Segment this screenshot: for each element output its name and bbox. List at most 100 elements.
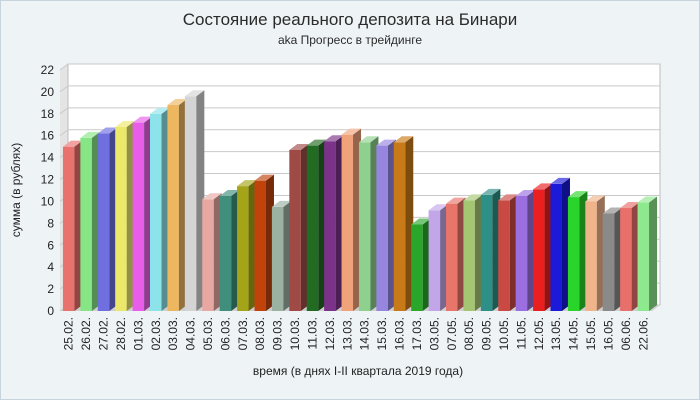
bar-front — [306, 145, 319, 311]
bar-top — [393, 136, 414, 143]
bar-front — [271, 206, 284, 311]
bar-front — [463, 200, 475, 311]
bar — [550, 177, 570, 311]
bar — [428, 204, 449, 311]
bar-front — [533, 189, 545, 311]
bar-top — [115, 120, 135, 127]
bar-side — [649, 196, 658, 311]
y-axis-ticks: 0 2 4 6 8 10 12 14 16 18 20 22 — [41, 63, 55, 318]
bar — [533, 183, 553, 311]
bar-top — [289, 143, 309, 150]
bar-top — [184, 90, 205, 97]
y-tick-label: 6 — [47, 238, 54, 252]
bar — [498, 194, 518, 311]
x-tick-label: 07.05. — [445, 317, 459, 350]
y-tick-label: 14 — [41, 151, 55, 165]
bar — [289, 143, 309, 311]
x-tick-label: 25.02. — [62, 317, 76, 350]
bar-front — [585, 201, 597, 311]
bar-top — [237, 180, 257, 187]
bar — [620, 202, 640, 311]
x-tick-label: 15.03. — [375, 317, 389, 350]
bar-top — [533, 183, 553, 190]
bar-front — [515, 195, 528, 311]
bar — [97, 127, 118, 311]
x-tick-label: 27.02. — [97, 317, 111, 350]
x-tick-label: 05.03. — [201, 317, 215, 350]
bar-top — [428, 204, 449, 211]
bar-top — [567, 191, 588, 198]
x-tick-label: 12.03. — [323, 317, 337, 350]
y-tick-label: 12 — [41, 173, 55, 187]
y-tick-label: 18 — [41, 107, 55, 121]
bar — [184, 90, 205, 311]
bar-front — [167, 105, 179, 312]
bar-top — [62, 140, 83, 147]
bar-top — [341, 128, 362, 135]
bar-front — [498, 200, 510, 311]
bar — [602, 207, 623, 311]
gridline — [59, 85, 660, 93]
bars — [62, 90, 658, 312]
bar-top — [498, 194, 518, 201]
gridline — [59, 129, 660, 137]
y-tick-label: 2 — [47, 282, 54, 296]
bar-front — [446, 203, 458, 311]
bar — [237, 180, 257, 311]
bar-front — [358, 142, 371, 311]
bar-front — [637, 202, 650, 311]
x-tick-label: 26.02. — [79, 317, 93, 350]
bar-front — [567, 197, 580, 311]
x-tick-label: 11.03. — [305, 317, 319, 349]
x-tick-label: 03.03. — [166, 317, 180, 350]
y-tick-label: 10 — [41, 194, 55, 208]
bar — [115, 120, 135, 311]
x-tick-label: 03.05. — [427, 317, 441, 350]
y-tick-label: 4 — [47, 260, 54, 274]
bar-front — [620, 208, 632, 311]
x-tick-label: 11.05. — [514, 317, 528, 349]
chart-subtitle: aka Прогресс в трейдинге — [277, 33, 423, 47]
bar — [567, 191, 588, 311]
x-tick-label: 08.05. — [462, 317, 476, 350]
bar-top — [585, 195, 605, 202]
bar — [341, 128, 362, 311]
x-tick-label: 04.03. — [184, 317, 198, 350]
x-tick-label: 13.05. — [549, 317, 563, 350]
bar-front — [393, 142, 406, 311]
bar-top — [97, 127, 118, 134]
y-tick-label: 16 — [41, 129, 55, 143]
bar — [480, 188, 501, 311]
bar-top — [132, 116, 153, 123]
bar-top — [306, 139, 327, 146]
x-tick-label: 14.03. — [358, 317, 372, 350]
x-tick-label: 09.05. — [480, 317, 494, 350]
bar-front — [376, 145, 388, 311]
bar-front — [97, 133, 110, 311]
x-tick-label: 13.03. — [340, 317, 354, 350]
x-tick-label: 28.02. — [114, 317, 128, 350]
bar-top — [80, 131, 100, 138]
x-tick-label: 08.03. — [253, 317, 267, 350]
bar — [167, 99, 187, 312]
bar-top — [480, 188, 501, 195]
x-tick-label: 15.05. — [584, 317, 598, 350]
x-tick-label: 07.03. — [236, 317, 250, 350]
bar — [637, 196, 658, 311]
bar — [254, 174, 274, 311]
bar-front — [184, 96, 197, 311]
bar-front — [219, 195, 232, 311]
y-tick-label: 20 — [41, 85, 55, 99]
bar-front — [289, 149, 301, 311]
x-axis-ticks: 25.02. 26.02. 27.02. 28.02. 01.03. 02.03. 03.0… — [62, 317, 651, 350]
bar — [411, 218, 431, 311]
bar-top — [602, 207, 623, 214]
bar-top — [446, 197, 466, 204]
x-tick-label: 14.05. — [567, 317, 581, 350]
bar — [376, 139, 396, 311]
x-tick-label: 09.03. — [271, 317, 285, 350]
bar-front — [411, 224, 423, 311]
bar-front — [550, 183, 562, 311]
bar — [132, 116, 153, 311]
